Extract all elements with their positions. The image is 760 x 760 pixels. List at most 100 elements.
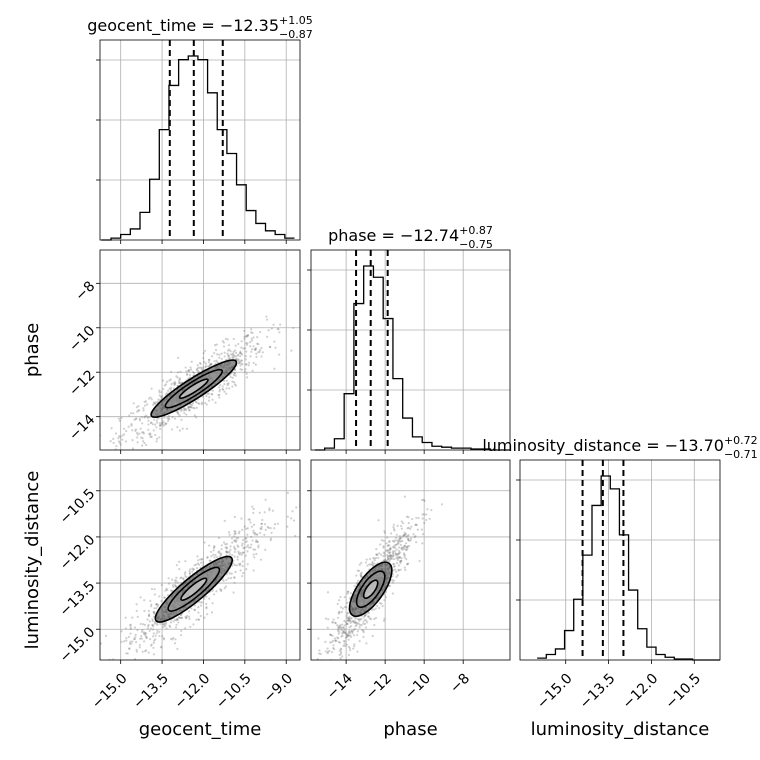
sample-point: [233, 576, 236, 579]
sample-point: [335, 639, 338, 642]
sample-point: [132, 447, 135, 450]
sample-point: [317, 637, 320, 640]
sample-point: [337, 610, 341, 613]
sample-point: [208, 364, 212, 367]
sample-point: [231, 554, 234, 557]
sample-point: [133, 626, 137, 629]
sample-point: [179, 616, 182, 619]
sample-point: [147, 613, 151, 616]
sample-point: [177, 356, 180, 359]
sample-point: [195, 368, 198, 371]
sample-point: [205, 602, 208, 606]
sample-point: [401, 546, 404, 549]
sample-point: [225, 550, 228, 553]
sample-point: [414, 523, 417, 527]
sample-point: [273, 527, 276, 530]
sample-point: [126, 652, 129, 655]
sample-point: [345, 643, 348, 646]
sample-point: [218, 555, 221, 558]
sample-point: [353, 627, 356, 630]
sample-point: [217, 386, 221, 389]
sample-point: [229, 357, 232, 360]
sample-point: [265, 315, 268, 318]
sample-point: [236, 544, 239, 547]
sample-point: [184, 409, 188, 412]
sample-point: [161, 623, 165, 626]
sample-point: [105, 675, 107, 677]
sample-point: [326, 650, 330, 653]
sample-point: [358, 640, 361, 643]
sample-point: [197, 606, 200, 609]
sample-point: [221, 385, 224, 388]
sample-point: [286, 515, 289, 518]
sample-point: [388, 540, 391, 543]
sample-point: [132, 402, 135, 405]
panel-frame: [99, 459, 301, 661]
sample-point: [149, 435, 152, 439]
sample-point: [119, 443, 122, 446]
sample-point: [362, 635, 365, 638]
sample-point: [233, 539, 237, 542]
sample-point: [147, 423, 150, 426]
sample-point: [392, 565, 396, 568]
sample-point: [245, 372, 248, 375]
sample-point: [171, 638, 174, 641]
sample-point: [197, 618, 200, 621]
sample-point: [403, 545, 406, 548]
y-tick-label: −14: [66, 412, 98, 444]
sample-point: [237, 532, 241, 535]
sample-point: [349, 617, 352, 620]
sample-point: [158, 389, 161, 392]
sample-point: [367, 611, 370, 614]
sample-point: [218, 552, 221, 555]
sample-point: [233, 547, 236, 550]
sample-point: [154, 638, 157, 641]
sample-point: [152, 635, 155, 638]
sample-point: [318, 649, 321, 652]
sample-point: [324, 617, 328, 620]
sample-point: [238, 530, 241, 533]
sample-point: [187, 407, 190, 410]
sample-point: [164, 589, 167, 592]
sample-point: [232, 562, 235, 565]
sample-point: [175, 623, 178, 626]
sample-point: [254, 540, 258, 543]
sample-point: [250, 543, 253, 546]
sample-point: [292, 326, 295, 330]
sample-point: [356, 622, 359, 625]
sample-point: [398, 552, 401, 555]
sample-point: [236, 558, 239, 561]
sample-point: [239, 351, 242, 355]
sample-point: [306, 305, 308, 307]
sample-point: [177, 382, 181, 385]
sample-point: [236, 358, 239, 361]
sample-point: [119, 435, 122, 438]
sample-point: [210, 550, 213, 554]
sample-point: [249, 355, 252, 358]
title-sup: +0.72: [724, 434, 758, 447]
sample-point: [346, 635, 349, 638]
sample-point: [212, 546, 216, 550]
sample-point: [135, 650, 138, 653]
sample-point: [203, 360, 206, 364]
sample-point: [176, 618, 179, 621]
sample-point: [197, 370, 200, 373]
sample-point: [162, 637, 165, 640]
sample-point: [346, 622, 349, 625]
sample-point: [138, 419, 142, 422]
sample-point: [178, 377, 181, 380]
sample-point: [183, 408, 186, 411]
sample-point: [227, 357, 231, 360]
sample-point: [329, 661, 331, 663]
sample-point: [215, 359, 218, 362]
sample-point: [387, 549, 390, 552]
sample-point: [255, 533, 258, 536]
sample-point: [173, 579, 177, 582]
sample-point: [210, 555, 213, 558]
sample-point: [180, 409, 183, 413]
sample-point: [144, 635, 148, 638]
sample-point: [107, 664, 109, 666]
sample-point: [192, 406, 195, 409]
sample-point: [203, 616, 206, 619]
sample-point: [85, 672, 87, 674]
